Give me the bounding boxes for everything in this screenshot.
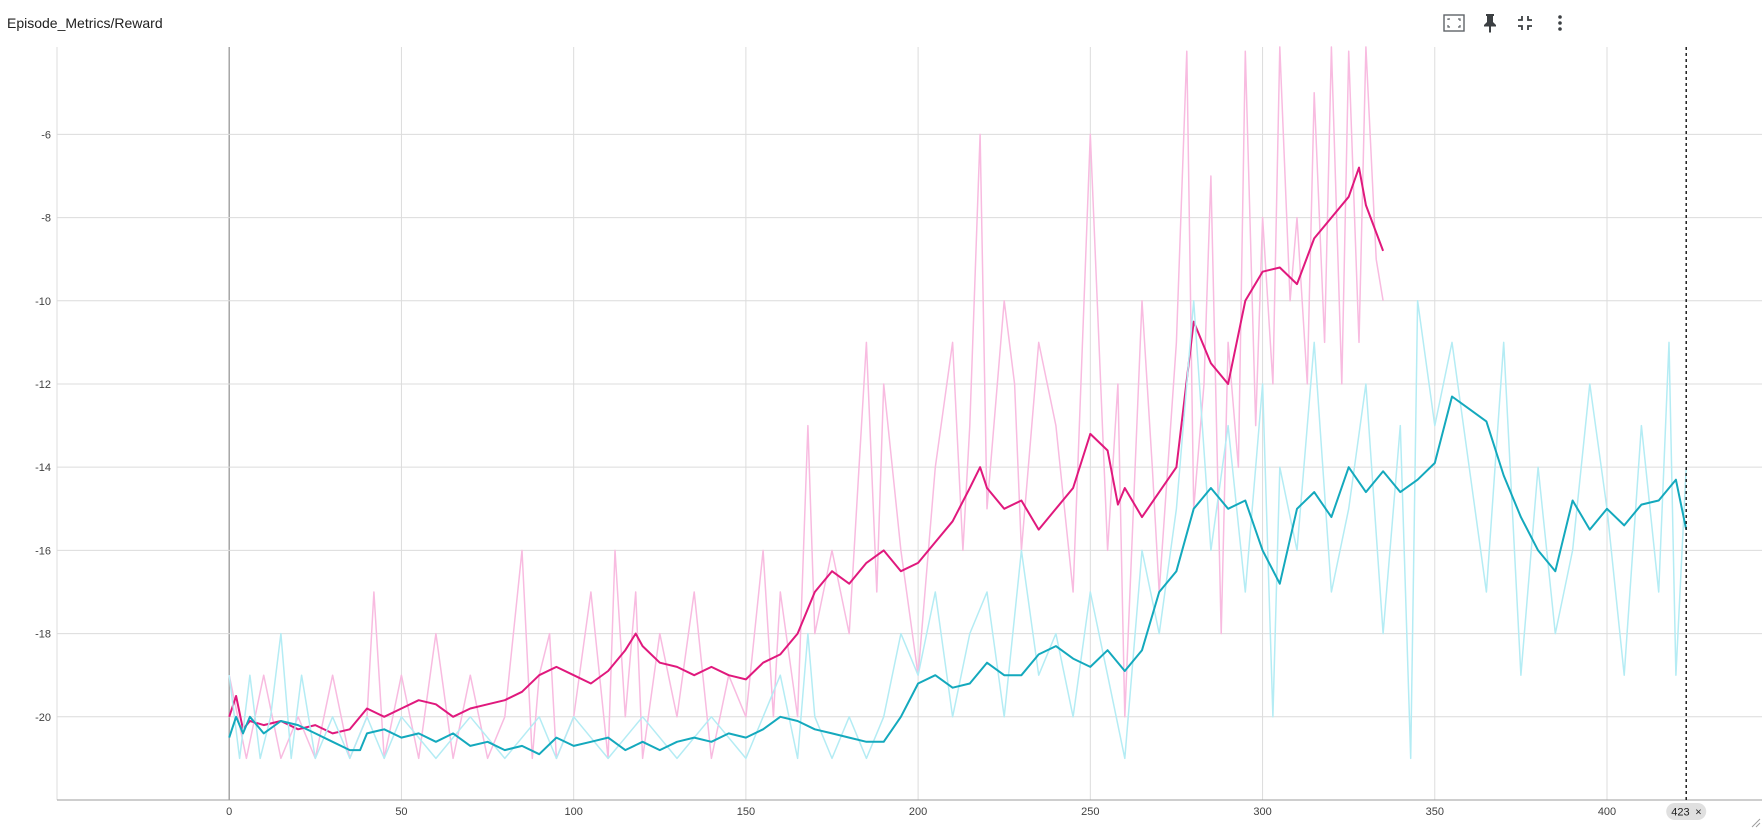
collapse-button[interactable] — [1512, 11, 1538, 35]
fit-domain-button[interactable] — [1441, 11, 1467, 35]
cursor-layer: 423 × — [1666, 47, 1707, 820]
x-tick-label: 350 — [1426, 806, 1444, 818]
pin-button[interactable] — [1477, 11, 1503, 35]
y-tick-label: -18 — [35, 629, 51, 641]
x-tick-label: 0 — [226, 806, 232, 818]
step-cursor-badge-bg — [1666, 803, 1707, 820]
x-tick-label: 300 — [1253, 806, 1271, 818]
card-header: Episode_Metrics/Reward — [0, 0, 1762, 46]
smoothed-series-line — [228, 166, 1385, 735]
step-cursor-label: 423 — [1671, 807, 1689, 819]
close-icon[interactable]: × — [1695, 807, 1701, 819]
card-title: Episode_Metrics/Reward — [7, 15, 163, 31]
pin-icon — [1482, 13, 1498, 33]
smoothed-series-line — [228, 395, 1688, 756]
axis-layer: 0 50 100 150 200 250 300 350 400 -6 -8 -10 -12 -14 -16… — [35, 47, 1762, 828]
x-tick-label: 100 — [564, 806, 582, 818]
y-tick-label: -10 — [35, 296, 51, 308]
y-tick-label: -6 — [41, 129, 51, 141]
collapse-icon — [1517, 15, 1533, 31]
x-tick-label: 200 — [909, 806, 927, 818]
more-vert-icon — [1557, 14, 1563, 32]
x-tick-label: 400 — [1598, 806, 1616, 818]
raw-series-line — [228, 46, 1384, 760]
resize-handle-icon[interactable] — [1751, 818, 1761, 828]
y-tick-label: -20 — [35, 712, 51, 724]
y-tick-label: -8 — [41, 213, 51, 225]
y-tick-label: -12 — [35, 379, 51, 391]
x-tick-label: 150 — [737, 806, 755, 818]
series-layer — [228, 46, 1688, 760]
x-tick-label: 250 — [1081, 806, 1099, 818]
y-tick-label: -14 — [35, 462, 51, 474]
y-tick-label: -16 — [35, 545, 51, 557]
more-options-button[interactable] — [1547, 11, 1573, 35]
x-tick-label: 50 — [395, 806, 407, 818]
fit-domain-icon — [1443, 14, 1465, 32]
raw-series-line — [228, 300, 1687, 760]
grid-layer — [57, 47, 1762, 800]
step-cursor-badge[interactable]: 423 × — [1666, 803, 1707, 820]
